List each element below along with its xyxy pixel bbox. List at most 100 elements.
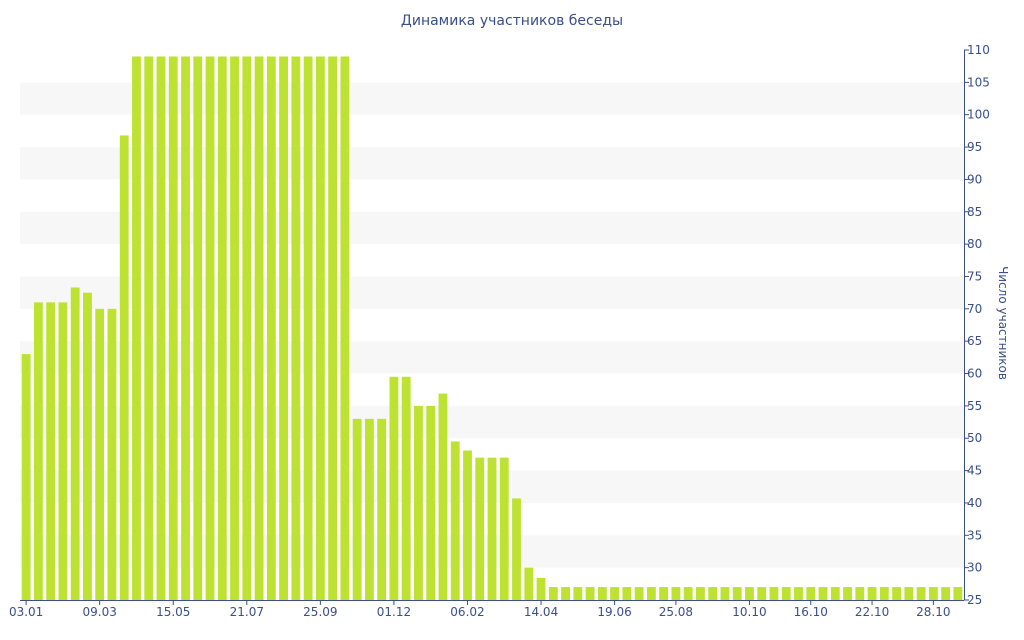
bar[interactable]	[855, 587, 865, 600]
x-tick-label: 09.03	[83, 605, 117, 619]
bar[interactable]	[168, 56, 178, 601]
bar[interactable]	[217, 56, 227, 601]
bar[interactable]	[634, 587, 644, 600]
x-tick-label: 25.08	[659, 605, 693, 619]
bar[interactable]	[21, 354, 31, 600]
bar[interactable]	[499, 457, 509, 600]
bar[interactable]	[781, 587, 791, 600]
bar[interactable]	[585, 587, 595, 600]
y-tick-label: 25	[967, 593, 982, 607]
bar-series	[21, 56, 963, 601]
bar[interactable]	[671, 587, 681, 600]
bar[interactable]	[622, 587, 632, 600]
bar[interactable]	[340, 56, 350, 601]
bar[interactable]	[364, 418, 374, 600]
chart-title: Динамика участников беседы	[400, 13, 624, 29]
bar[interactable]	[426, 405, 436, 600]
y-tick-label: 90	[967, 172, 982, 186]
x-tick-label: 21.07	[230, 605, 264, 619]
bar[interactable]	[352, 418, 362, 600]
bar[interactable]	[769, 587, 779, 600]
bar[interactable]	[463, 450, 472, 600]
bar[interactable]	[536, 578, 546, 600]
bar[interactable]	[95, 308, 105, 600]
bar[interactable]	[181, 56, 190, 601]
bar[interactable]	[561, 587, 570, 600]
x-tick-label: 22.10	[855, 605, 889, 619]
bar[interactable]	[315, 56, 325, 601]
bar[interactable]	[524, 567, 534, 600]
bar[interactable]	[512, 498, 521, 600]
bar[interactable]	[806, 587, 816, 600]
bar[interactable]	[475, 457, 485, 600]
bar[interactable]	[291, 56, 301, 601]
bar[interactable]	[659, 587, 669, 600]
y-tick-label: 70	[967, 302, 982, 316]
bar[interactable]	[732, 587, 742, 600]
bar[interactable]	[414, 405, 423, 600]
bar[interactable]	[132, 56, 141, 601]
bar[interactable]	[230, 56, 239, 601]
bar[interactable]	[303, 56, 313, 601]
y-tick-label: 65	[967, 334, 982, 348]
x-tick-label: 06.02	[450, 605, 484, 619]
y-tick-label: 85	[967, 205, 982, 219]
bar[interactable]	[83, 292, 92, 600]
bar[interactable]	[266, 56, 276, 601]
bar[interactable]	[46, 302, 56, 600]
bar[interactable]	[597, 587, 607, 600]
y-tick-label: 30	[967, 561, 982, 575]
bar[interactable]	[401, 376, 411, 600]
y-tick-label: 95	[967, 140, 982, 154]
bar[interactable]	[279, 56, 288, 601]
axes	[20, 50, 965, 601]
y-axis-ticks: 25 30 35 40 45 50 55 60 65 70 75 80 85 90 95 100 105 110	[964, 43, 990, 607]
bar[interactable]	[879, 587, 889, 600]
bar[interactable]	[58, 302, 68, 600]
bar[interactable]	[745, 587, 754, 600]
bar[interactable]	[107, 308, 117, 600]
bar[interactable]	[953, 587, 963, 600]
bar[interactable]	[867, 587, 877, 600]
bar[interactable]	[646, 587, 656, 600]
bar[interactable]	[487, 457, 497, 600]
bar[interactable]	[450, 441, 460, 600]
y-tick-label: 55	[967, 399, 982, 413]
bar[interactable]	[193, 56, 203, 601]
bar[interactable]	[205, 56, 215, 601]
bar[interactable]	[708, 587, 718, 600]
x-tick-label: 03.01	[9, 605, 43, 619]
bar[interactable]	[818, 587, 828, 600]
bar[interactable]	[377, 418, 387, 600]
bar[interactable]	[70, 287, 80, 600]
bar[interactable]	[683, 587, 693, 600]
bar[interactable]	[830, 587, 840, 600]
bar[interactable]	[328, 56, 338, 601]
bar[interactable]	[156, 56, 166, 601]
bar[interactable]	[892, 587, 901, 600]
bar[interactable]	[548, 587, 558, 600]
bar[interactable]	[610, 587, 620, 600]
bar[interactable]	[696, 587, 705, 600]
y-tick-label: 75	[967, 269, 982, 283]
bar[interactable]	[916, 587, 926, 600]
bar[interactable]	[254, 56, 264, 601]
bar[interactable]	[794, 587, 803, 600]
bar[interactable]	[843, 587, 852, 600]
bar[interactable]	[144, 56, 154, 601]
bar[interactable]	[33, 302, 43, 600]
bar[interactable]	[438, 393, 448, 600]
bar[interactable]	[757, 587, 767, 600]
y-tick-label: 50	[967, 431, 982, 445]
bar[interactable]	[928, 587, 938, 600]
bar[interactable]	[904, 587, 914, 600]
x-tick-label: 25.09	[303, 605, 337, 619]
bar[interactable]	[242, 56, 252, 601]
bar[interactable]	[941, 587, 951, 600]
bar[interactable]	[573, 587, 583, 600]
x-tick-label: 16.10	[794, 605, 828, 619]
bar[interactable]	[389, 376, 399, 600]
bar[interactable]	[119, 135, 129, 601]
bar[interactable]	[720, 587, 730, 600]
